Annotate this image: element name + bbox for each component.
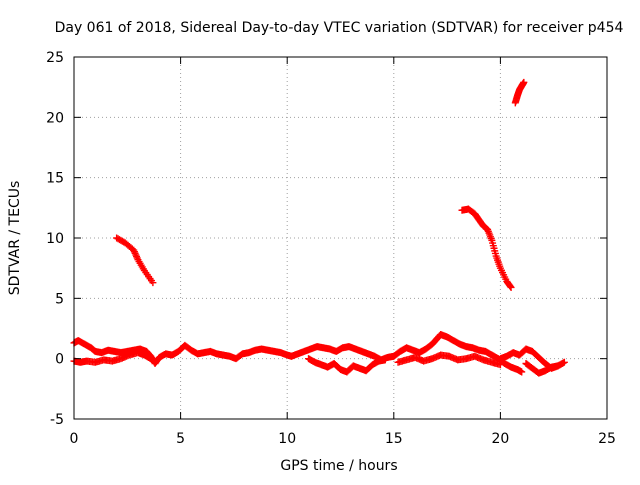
- series-track-c: [511, 78, 528, 107]
- data-point-marker: [507, 283, 515, 291]
- series-track-a: [113, 234, 157, 287]
- y-axis-label: SDTVAR / TECUs: [7, 181, 23, 296]
- series-track-i: [394, 351, 504, 369]
- series-track-k: [522, 359, 562, 377]
- data-point-marker: [554, 362, 562, 370]
- x-tick-label: 20: [491, 431, 509, 447]
- x-tick-label: 5: [176, 431, 185, 447]
- x-tick-label: 0: [70, 431, 79, 447]
- chart-title: Day 061 of 2018, Sidereal Day-to-day VTE…: [55, 20, 624, 36]
- x-tick-label: 15: [385, 431, 403, 447]
- y-tick-label: 25: [46, 50, 64, 66]
- x-axis-label: GPS time / hours: [280, 458, 397, 474]
- marker-layer: [70, 78, 568, 377]
- data-point-marker: [520, 78, 528, 86]
- data-point-marker: [506, 282, 514, 290]
- data-point-marker: [130, 246, 138, 254]
- data-point-marker: [130, 248, 138, 256]
- data-point-marker: [132, 251, 140, 259]
- data-point-marker: [149, 279, 157, 287]
- data-point-marker: [147, 355, 155, 363]
- x-tick-label: 25: [598, 431, 616, 447]
- y-tick-label: 0: [55, 352, 64, 368]
- y-tick-label: 20: [46, 110, 64, 126]
- series-track-b: [458, 205, 515, 291]
- x-tick-label: 10: [278, 431, 296, 447]
- grid-layer: [74, 57, 607, 419]
- y-tick-label: 10: [46, 231, 64, 247]
- y-tick-label: 5: [55, 291, 64, 307]
- tick-layer: 0 5 10 15 20 25 -5 0 5 10 15 20 25: [46, 50, 616, 447]
- series-track-g: [305, 355, 389, 376]
- y-tick-label: -5: [50, 412, 64, 428]
- data-point-marker: [518, 368, 526, 376]
- data-point-marker: [560, 358, 568, 366]
- series-track-e: [70, 349, 155, 366]
- data-point-marker: [381, 356, 389, 364]
- data-point-marker: [131, 249, 139, 257]
- y-tick-label: 15: [46, 171, 64, 187]
- data-point-marker: [496, 361, 504, 369]
- data-point-marker: [133, 253, 141, 261]
